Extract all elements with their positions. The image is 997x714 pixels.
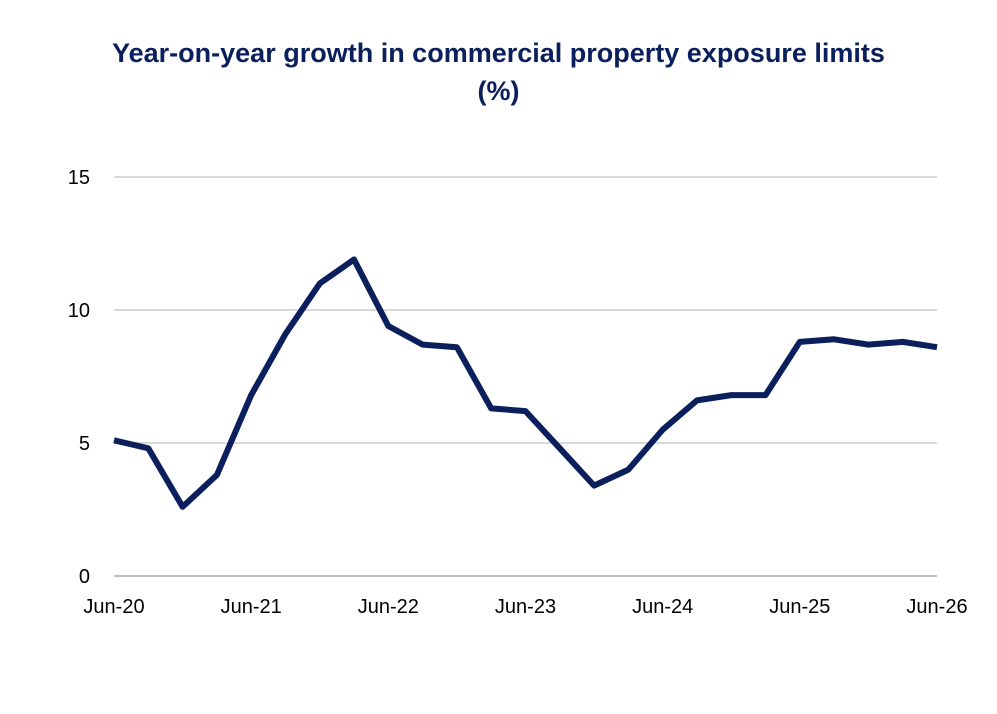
- data-point: [454, 344, 460, 350]
- y-tick-label: 10: [68, 300, 90, 322]
- data-point: [625, 467, 631, 473]
- data-point: [420, 342, 426, 348]
- x-tick-label: Jun-26: [906, 596, 967, 618]
- x-tick-label: Jun-24: [632, 596, 693, 618]
- data-point: [660, 427, 666, 433]
- data-point: [488, 405, 494, 411]
- x-tick-label: Jun-22: [358, 596, 419, 618]
- data-point: [523, 408, 529, 414]
- y-tick-label: 0: [79, 566, 90, 588]
- x-tick-label: Jun-23: [495, 596, 556, 618]
- data-point: [831, 336, 837, 342]
- data-point: [900, 339, 906, 345]
- data-point: [248, 392, 254, 398]
- y-tick-label: 15: [68, 167, 90, 189]
- x-tick-label: Jun-21: [221, 596, 282, 618]
- data-point: [180, 504, 186, 510]
- data-point: [934, 344, 940, 350]
- chart-title-line2: (%): [477, 76, 520, 106]
- data-point: [865, 342, 871, 348]
- data-point: [591, 483, 597, 489]
- series-line: [113, 256, 938, 510]
- data-point: [145, 445, 151, 451]
- x-tick-label: Jun-25: [769, 596, 830, 618]
- data-point: [351, 256, 357, 262]
- data-point: [728, 392, 734, 398]
- y-tick-label: 5: [79, 433, 90, 455]
- data-point: [282, 331, 288, 337]
- data-point: [557, 445, 563, 451]
- data-point: [797, 339, 803, 345]
- data-point: [694, 397, 700, 403]
- chart-title: Year-on-year growth in commercial proper…: [0, 34, 997, 110]
- data-point: [763, 392, 769, 398]
- data-point: [385, 323, 391, 329]
- x-tick-label: Jun-20: [83, 596, 144, 618]
- data-point: [111, 437, 117, 443]
- chart-title-line1: Year-on-year growth in commercial proper…: [112, 38, 885, 68]
- data-point: [317, 280, 323, 286]
- data-point: [214, 472, 220, 478]
